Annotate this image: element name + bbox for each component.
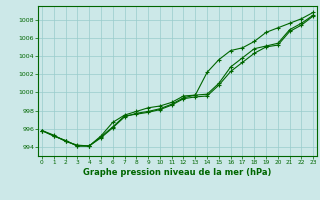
X-axis label: Graphe pression niveau de la mer (hPa): Graphe pression niveau de la mer (hPa): [84, 168, 272, 177]
